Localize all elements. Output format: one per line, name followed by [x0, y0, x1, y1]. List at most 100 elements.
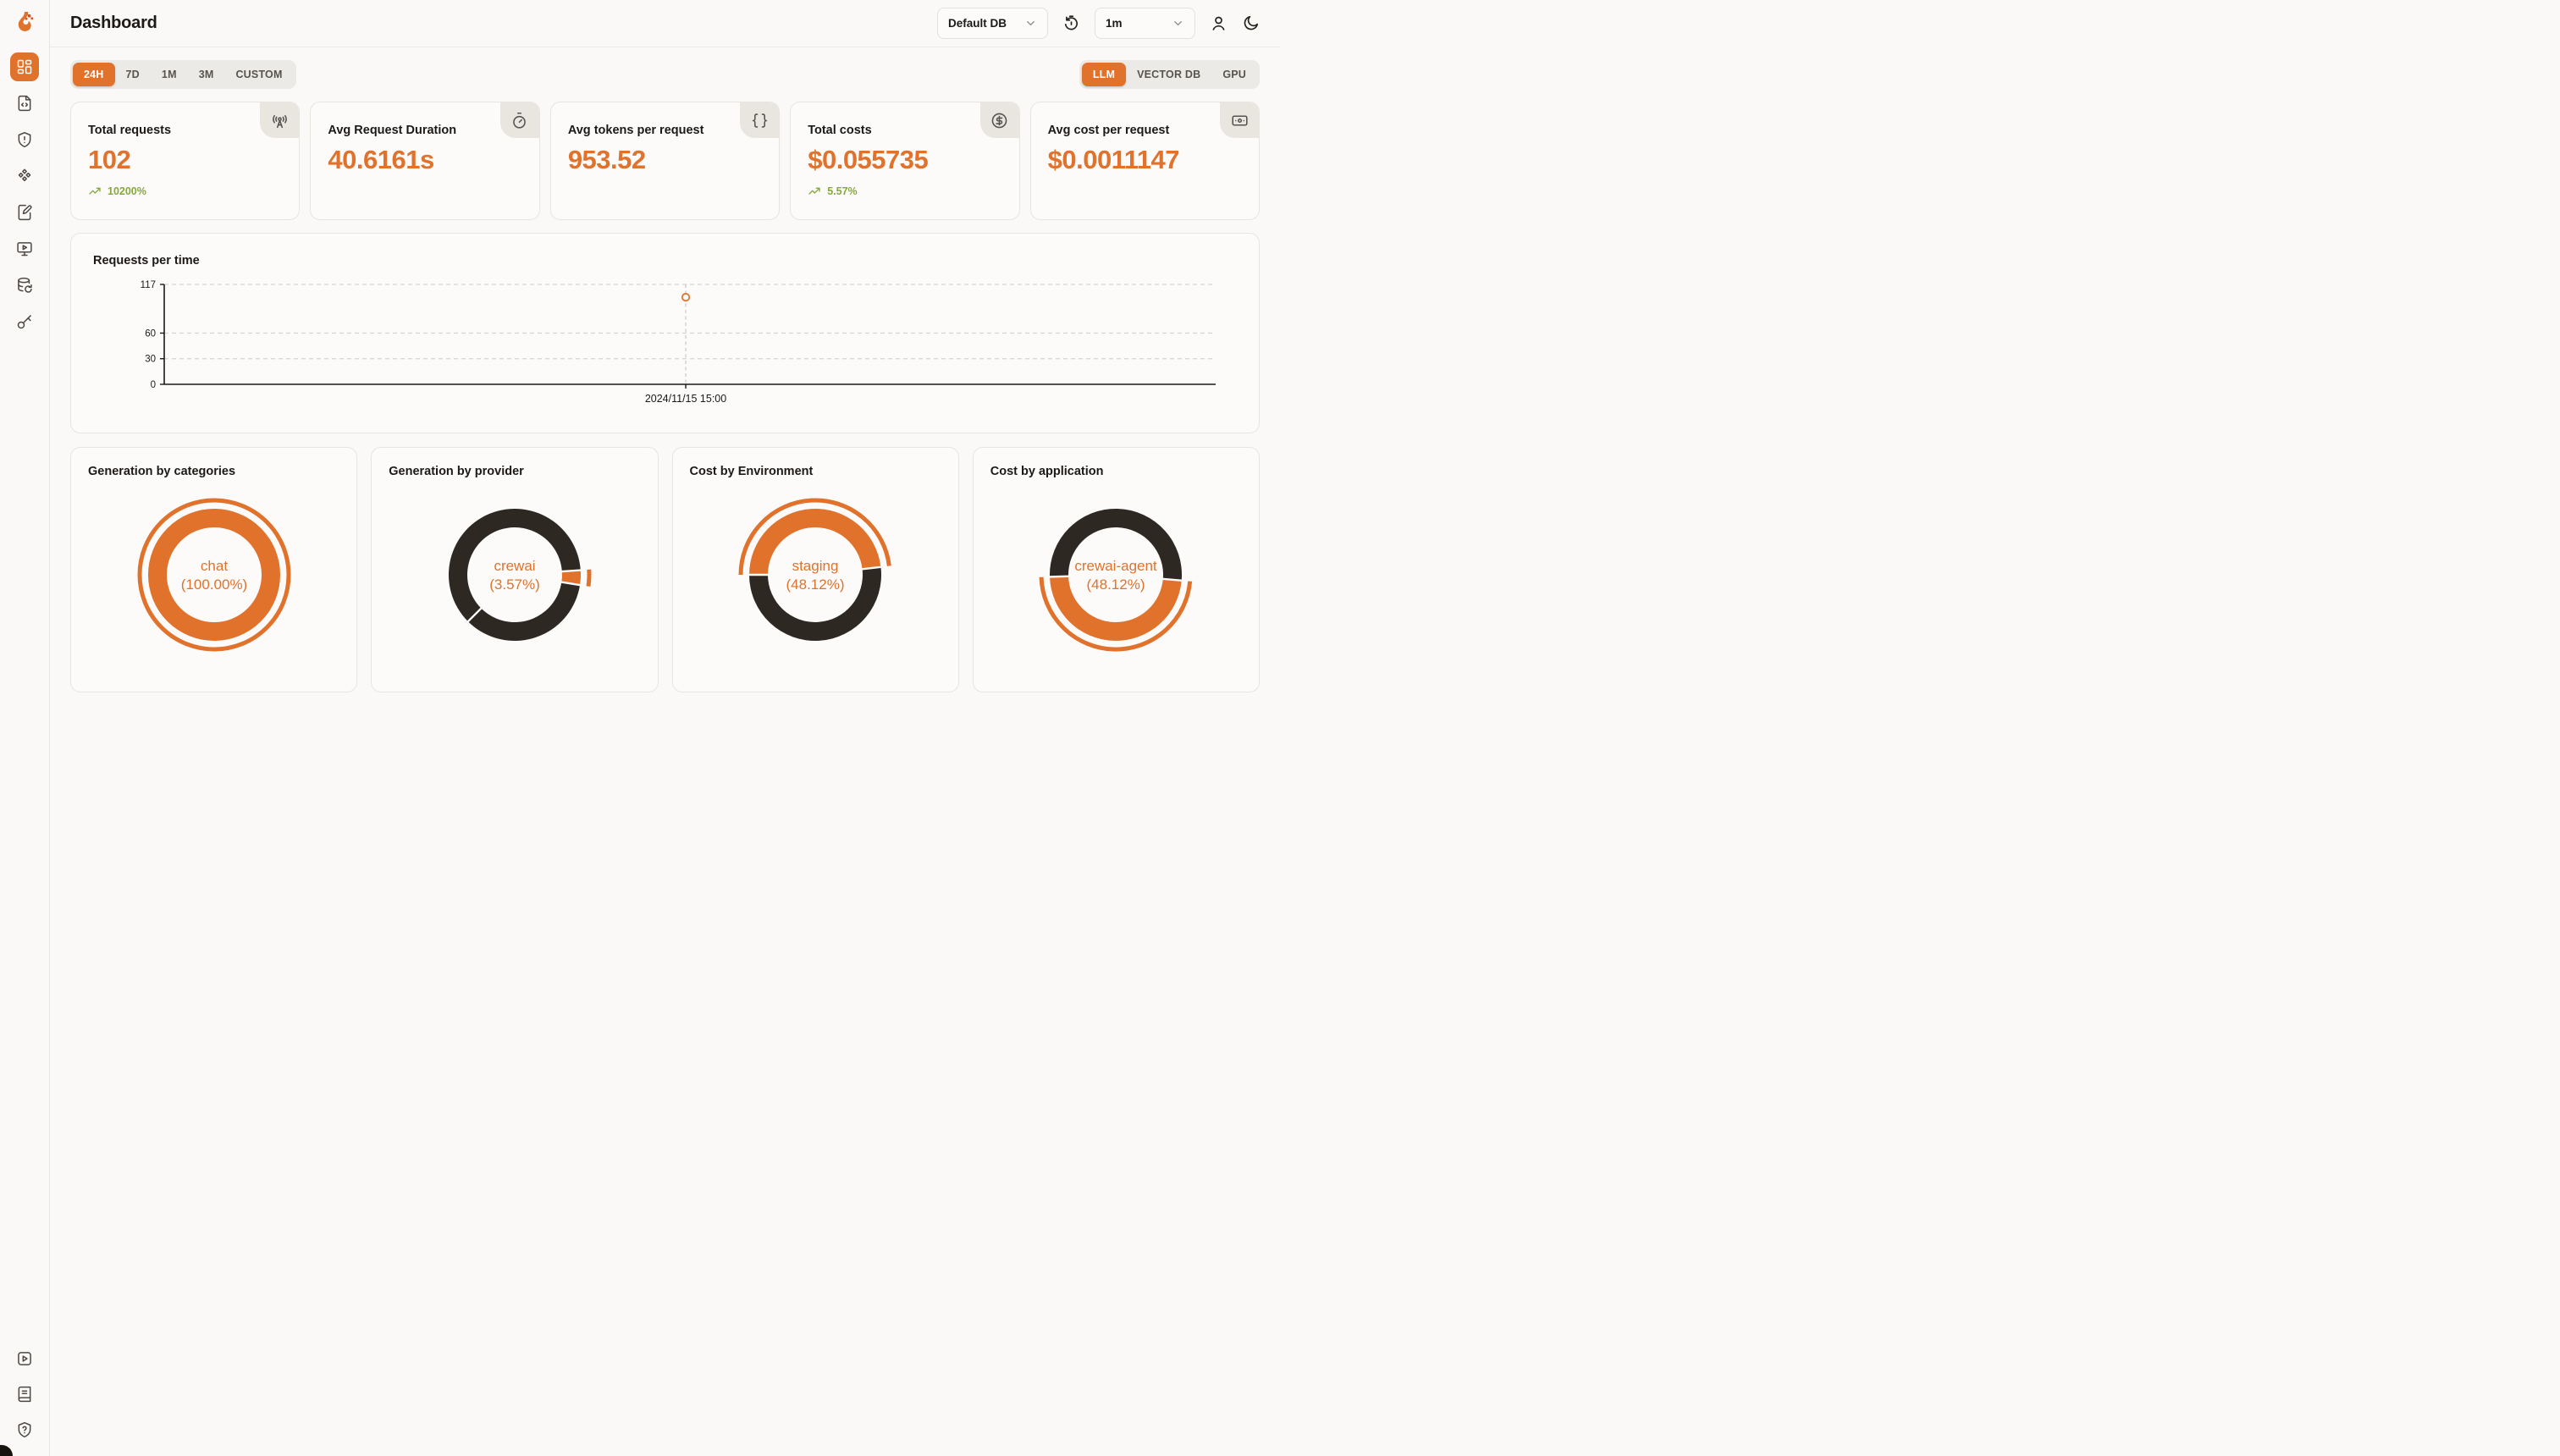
y-tick-label: 60 [145, 328, 156, 339]
braces-icon [752, 113, 767, 128]
sidebar-item-getting-started[interactable] [10, 1344, 39, 1373]
donut-center-value: (100.00%) [180, 576, 246, 593]
segment-divider [560, 569, 582, 573]
trending-up-icon [808, 187, 820, 195]
sidebar-item-prompt-hub[interactable] [10, 162, 39, 190]
tab-scope-vector-db[interactable]: VECTOR DB [1137, 69, 1201, 80]
donut-highlight-ring [137, 498, 291, 652]
donut-chart-wrap: crewai-agent (48.12%) [990, 490, 1242, 659]
shield-question-icon [18, 1421, 31, 1438]
sidebar-nav [10, 52, 39, 336]
donut-segment-others [1050, 508, 1183, 581]
donut-card-generation-by-categories: Generation by categories chat (100.00%) [70, 447, 358, 692]
key-icon [17, 315, 31, 329]
donut-highlight-ring [1039, 576, 1193, 652]
top-bar-controls: Default DB 1m [937, 8, 1260, 39]
stat-card-corner-badge [979, 102, 1019, 138]
tab-time-custom[interactable]: CUSTOM [235, 69, 283, 80]
stat-card-total-requests: Total requests 102 10200% [70, 102, 301, 220]
sidebar-item-api-keys[interactable] [10, 307, 39, 336]
donut-chart-svg: crewai (3.57%) [448, 508, 592, 641]
stat-trend-value: 5.57% [827, 185, 858, 197]
tab-scope-llm[interactable]: LLM [1081, 63, 1127, 86]
database-refresh-icon [18, 277, 32, 293]
segment-divider [560, 581, 582, 587]
segment-divider [466, 606, 483, 624]
donut-highlight-ring [738, 498, 891, 576]
chat-fab-partial[interactable] [0, 1445, 13, 1456]
top-bar: Dashboard Default DB 1m [50, 0, 1280, 47]
book-icon [18, 1386, 31, 1403]
donut-chart-wrap: staging (48.12%) [690, 490, 941, 659]
donut-highlight-ring [586, 569, 592, 587]
flame-logo-icon [18, 12, 33, 31]
donut-card-title: Cost by application [990, 465, 1104, 478]
stat-card-corner-badge [740, 102, 780, 138]
line-chart-svg: 0 30 60 117 2024/11/15 15:00 [141, 280, 1216, 405]
filters-row: 24H 7D 1M 3M CUSTOM LLM VECTOR DB GPU [70, 60, 1260, 89]
app-logo[interactable] [12, 9, 38, 36]
y-tick-label: 0 [151, 380, 156, 390]
database-selector-value: Default DB [948, 17, 1007, 30]
sidebar-item-dashboard[interactable] [10, 52, 39, 81]
donut-chart-svg: chat (100.00%) [137, 498, 291, 652]
donut-center-label: crewai [494, 558, 535, 574]
stat-card-avg-tokens-per-request: Avg tokens per request 953.52 [549, 102, 781, 220]
tab-time-3m[interactable]: 3M [198, 69, 214, 80]
stat-card-total-costs: Total costs $0.055735 5.57% [790, 102, 1020, 220]
stats-row: Total requests 102 10200% Avg Request Durat… [70, 102, 1261, 220]
stat-value: 40.6161s [328, 145, 434, 174]
trending-up-icon [89, 187, 101, 195]
y-tick-label: 117 [141, 280, 156, 290]
tab-time-24h[interactable]: 24H [73, 63, 115, 86]
donut-center-value: (48.12%) [786, 576, 845, 593]
donut-chart-wrap: crewai (3.57%) [389, 490, 640, 659]
stat-value: 953.52 [567, 145, 646, 174]
stat-label: Total requests [88, 124, 172, 137]
donut-card-title: Generation by categories [88, 465, 236, 478]
sidebar-item-databases[interactable] [10, 271, 39, 300]
monitor-play-icon [17, 242, 32, 256]
donut-segment-others [749, 566, 882, 642]
tab-scope-gpu[interactable]: GPU [1222, 69, 1246, 80]
refresh-interval-selector[interactable]: 1m [1095, 8, 1195, 39]
banknote-icon [1231, 114, 1248, 126]
layout-dashboard-icon [17, 59, 32, 74]
refresh-timer-button[interactable] [1062, 14, 1080, 32]
donut-segment-staging [749, 509, 881, 575]
stat-trend: 10200% [88, 185, 282, 198]
user-icon [1212, 16, 1225, 30]
theme-toggle-button[interactable] [1242, 14, 1260, 32]
donut-center-value: (3.57%) [489, 576, 540, 593]
stat-card-corner-badge [1220, 102, 1260, 138]
sidebar-item-support[interactable] [10, 1415, 39, 1444]
sidebar-item-playground[interactable] [10, 234, 39, 263]
main-area: Dashboard Default DB 1m [50, 0, 1280, 692]
sidebar-item-requests[interactable] [10, 89, 39, 118]
x-tick-label: 2024/11/15 15:00 [645, 393, 726, 405]
donut-cards-row: Generation by categories chat (100.00%) Gen… [70, 447, 1260, 692]
sidebar-item-openground[interactable] [10, 198, 39, 227]
stat-trend: 5.57% [808, 185, 1001, 198]
dashboard-content: 24H 7D 1M 3M CUSTOM LLM VECTOR DB GPU Total re… [50, 47, 1280, 692]
tab-time-7d[interactable]: 7D [125, 69, 140, 80]
data-point [681, 293, 691, 302]
donut-center-value: (48.12%) [1087, 576, 1145, 593]
stat-value: $0.055735 [808, 145, 929, 174]
circle-dollar-icon [991, 113, 1007, 128]
segment-divider [1048, 575, 1071, 578]
donut-segment-chat [147, 509, 280, 641]
sidebar-item-documentation[interactable] [10, 1380, 39, 1409]
sidebar-item-exceptions[interactable] [10, 125, 39, 154]
stat-card-corner-badge [499, 102, 539, 138]
database-selector[interactable]: Default DB [937, 8, 1048, 39]
stat-value: 102 [88, 145, 131, 174]
stat-label: Avg Request Duration [328, 124, 457, 137]
requests-line-chart: 0 30 60 117 2024/11/15 15:00 [93, 276, 1237, 410]
file-code-icon [18, 95, 31, 112]
stat-label: Avg tokens per request [567, 124, 704, 137]
chart-title: Requests per time [93, 254, 200, 267]
tab-time-1m[interactable]: 1M [161, 69, 177, 80]
profile-button[interactable] [1210, 14, 1228, 32]
square-play-icon [18, 1352, 31, 1365]
